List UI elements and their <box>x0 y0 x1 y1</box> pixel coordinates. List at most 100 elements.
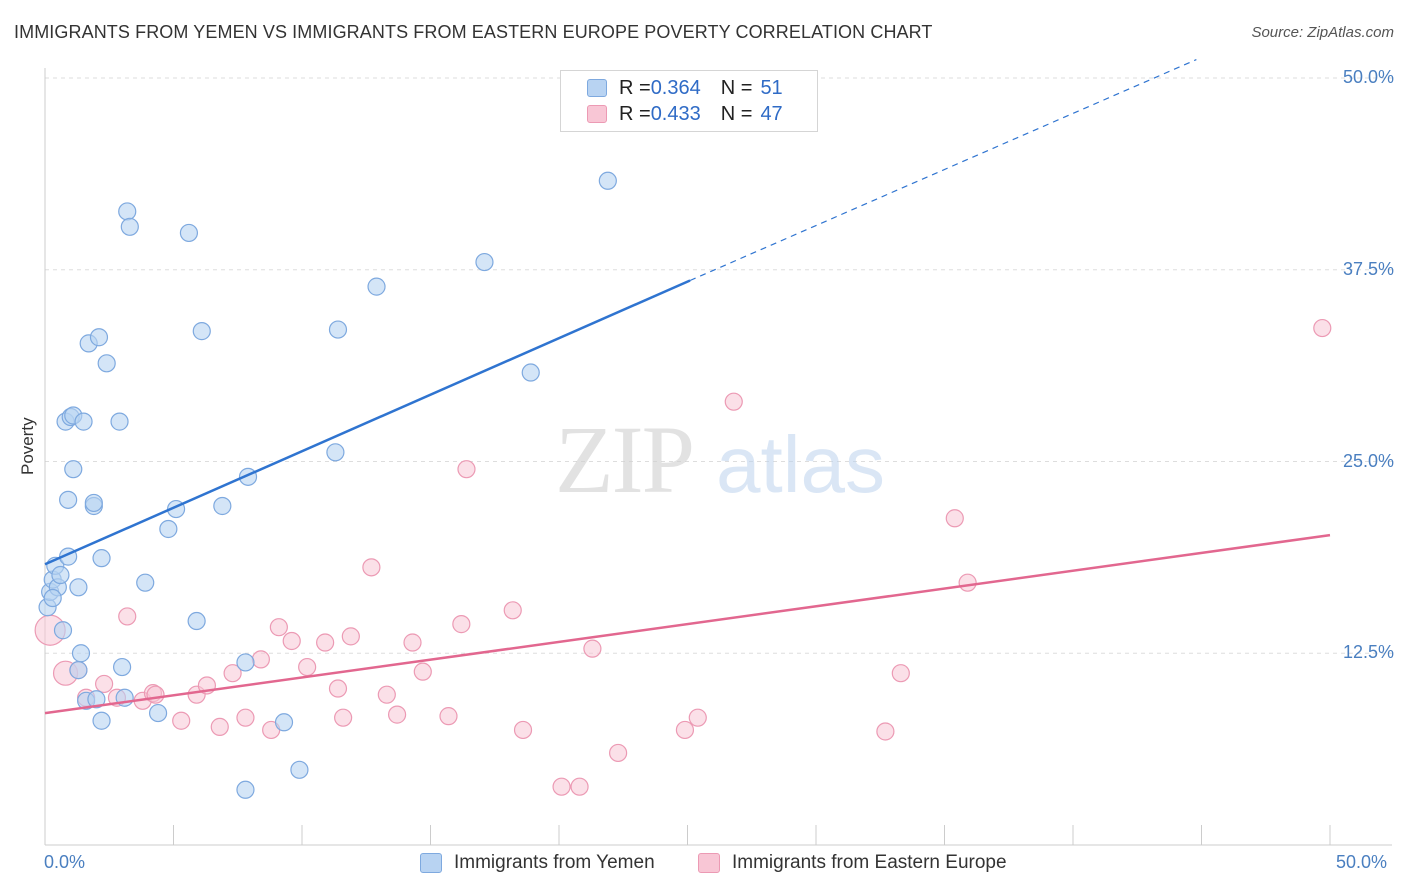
point-yemen <box>475 252 494 272</box>
point-eastern-europe <box>341 627 360 646</box>
legend-r-label: R = <box>619 76 651 99</box>
bottom-legend: Immigrants from Yemen Immigrants from Ea… <box>0 852 1406 878</box>
bottom-legend-label-yemen: Immigrants from Yemen <box>454 852 655 873</box>
trendlines <box>44 59 1331 715</box>
bottom-legend-yemen: Immigrants from Yemen <box>420 852 655 874</box>
watermark-zip: ZIP <box>555 406 693 513</box>
bottom-legend-label-eastern-europe: Immigrants from Eastern Europe <box>732 852 1007 873</box>
point-yemen <box>521 363 540 382</box>
point-eastern-europe <box>945 509 964 528</box>
point-yemen <box>236 780 255 799</box>
point-yemen <box>51 565 70 585</box>
point-yemen <box>69 661 88 680</box>
point-yemen <box>598 171 617 190</box>
point-eastern-europe <box>403 633 422 652</box>
point-yemen <box>136 573 155 592</box>
point-eastern-europe <box>251 650 270 669</box>
point-eastern-europe <box>876 722 895 741</box>
point-eastern-europe <box>269 618 288 637</box>
point-yemen <box>92 549 111 568</box>
point-yemen <box>192 322 211 341</box>
bottom-legend-swatch-eastern-europe <box>698 853 720 873</box>
point-yemen <box>87 690 106 709</box>
point-yemen <box>326 443 345 462</box>
point-yemen <box>367 277 386 296</box>
watermark-atlas: atlas <box>716 420 885 509</box>
trendline-yemen <box>44 279 691 566</box>
point-yemen <box>187 611 206 631</box>
point-yemen <box>179 223 199 243</box>
point-yemen <box>290 760 309 779</box>
legend-n-label: N = <box>720 102 753 125</box>
point-eastern-europe <box>362 558 381 577</box>
point-yemen <box>43 588 62 608</box>
watermark: ZIP atlas <box>555 406 885 513</box>
legend-n-value: 47 <box>760 102 783 125</box>
trendline-yemen-projection <box>689 59 1197 282</box>
point-eastern-europe <box>570 777 589 796</box>
point-eastern-europe <box>439 707 458 726</box>
legend-row-yemen: R = 0.364 N = 51 <box>587 76 783 100</box>
point-eastern-europe <box>282 631 301 651</box>
y-tick-label: 50.0% <box>1342 67 1394 87</box>
point-eastern-europe <box>118 607 137 626</box>
y-tick-label: 37.5% <box>1342 258 1394 279</box>
point-yemen <box>213 496 232 516</box>
point-eastern-europe <box>210 717 229 736</box>
point-yemen <box>274 713 294 732</box>
point-eastern-europe <box>413 662 432 681</box>
point-yemen <box>53 621 73 640</box>
point-yemen <box>89 328 109 347</box>
point-eastern-europe <box>328 679 348 698</box>
source-label: Source: ZipAtlas.com <box>1251 24 1394 41</box>
point-yemen <box>110 412 129 431</box>
point-eastern-europe <box>298 657 317 677</box>
point-eastern-europe <box>958 573 977 592</box>
point-eastern-europe <box>316 633 335 652</box>
point-eastern-europe <box>503 601 522 620</box>
point-yemen <box>92 711 111 730</box>
legend-swatch-yemen <box>587 79 607 97</box>
point-eastern-europe <box>236 708 255 727</box>
point-eastern-europe <box>146 685 165 704</box>
point-eastern-europe <box>387 705 407 724</box>
point-eastern-europe <box>1313 318 1332 338</box>
legend-n-value: 51 <box>760 76 783 99</box>
stats-legend: R = 0.364 N = 51 R = 0.433 N = 47 <box>560 70 818 132</box>
point-yemen <box>59 490 78 509</box>
series-yemen-points <box>38 171 617 799</box>
bottom-legend-swatch-yemen <box>420 853 442 873</box>
point-eastern-europe <box>675 720 695 740</box>
point-eastern-europe <box>452 615 471 634</box>
point-yemen <box>112 657 132 677</box>
y-tick-label: 25.0% <box>1342 450 1394 471</box>
point-eastern-europe <box>552 777 571 796</box>
point-eastern-europe <box>724 392 743 411</box>
point-yemen <box>236 653 255 672</box>
point-eastern-europe <box>377 685 396 704</box>
legend-swatch-eastern-europe <box>587 105 607 123</box>
point-eastern-europe <box>688 708 707 727</box>
point-yemen <box>64 460 83 479</box>
point-yemen <box>328 320 348 339</box>
point-yemen <box>120 217 139 236</box>
legend-r-value: 0.433 <box>650 102 701 125</box>
point-eastern-europe <box>223 664 242 683</box>
x-tick-min: 0.0% <box>44 852 86 872</box>
gridlines <box>45 77 1392 654</box>
legend-r-value: 0.364 <box>650 76 701 99</box>
point-yemen <box>74 412 93 431</box>
point-yemen <box>84 493 103 513</box>
point-eastern-europe <box>172 711 191 730</box>
point-eastern-europe <box>457 460 476 479</box>
legend-row-eastern-europe: R = 0.433 N = 47 <box>587 102 783 126</box>
axes <box>44 68 1392 846</box>
point-eastern-europe <box>513 720 533 740</box>
point-eastern-europe <box>891 664 910 683</box>
point-eastern-europe <box>95 674 114 694</box>
legend-r-label: R = <box>619 102 651 125</box>
chart-title: IMMIGRANTS FROM YEMEN VS IMMIGRANTS FROM… <box>14 22 933 42</box>
point-yemen <box>159 519 178 539</box>
bottom-legend-eastern-europe: Immigrants from Eastern Europe <box>698 852 1007 874</box>
